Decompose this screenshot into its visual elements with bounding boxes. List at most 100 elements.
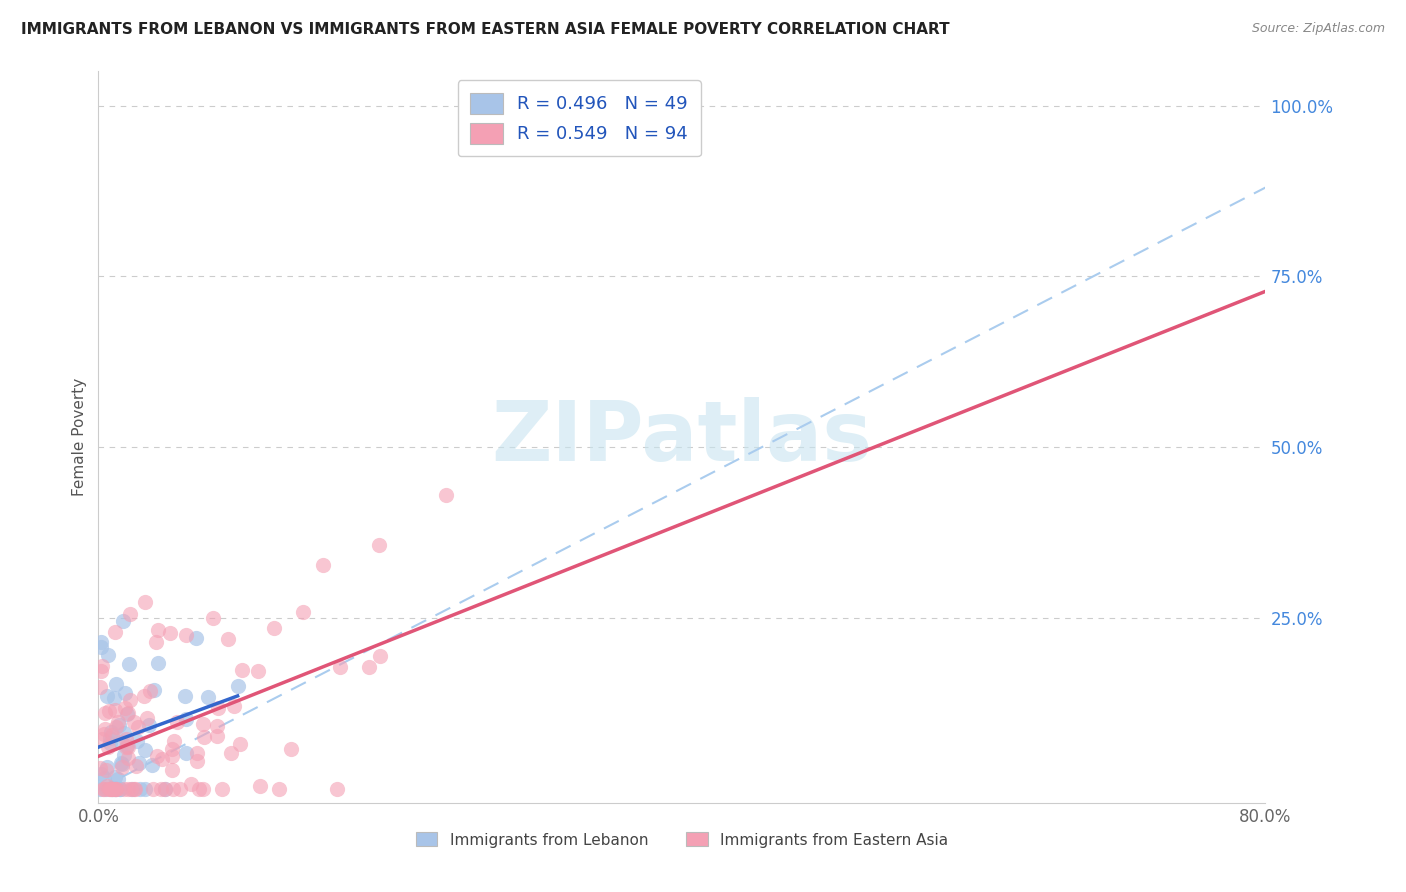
Point [94,782,117,797]
Point [134,743,156,757]
Point [162,782,184,797]
Point [91,782,114,797]
Point [138,684,160,698]
Point [101,782,124,797]
Point [222,698,245,713]
Point [104,770,127,784]
Point [104,720,127,734]
Point [127,734,149,748]
Point [107,714,129,729]
Point [269,782,291,797]
Point [114,701,136,715]
Point [117,706,139,721]
Point [96,760,118,774]
Point [90,664,112,678]
Point [93,722,115,736]
Point [104,782,127,797]
Point [103,782,125,797]
Point [101,782,124,797]
Point [128,756,150,770]
Point [145,635,167,649]
Point [112,614,135,628]
Point [124,782,146,797]
Point [329,660,352,674]
Point [160,763,183,777]
Point [115,739,138,754]
Point [112,726,135,740]
Point [111,756,134,771]
Point [117,740,139,755]
Point [160,741,183,756]
Point [142,782,165,797]
Point [118,607,141,622]
Point [89,782,111,797]
Text: Source: ZipAtlas.com: Source: ZipAtlas.com [1251,22,1385,36]
Point [97,648,120,663]
Point [117,782,139,797]
Point [180,777,202,791]
Point [115,732,138,747]
Point [169,782,191,797]
Point [312,558,335,573]
Point [205,719,228,733]
Point [115,739,138,754]
Point [160,749,183,764]
Point [90,635,112,649]
Point [211,782,233,797]
Point [146,623,169,637]
Point [97,739,120,754]
Point [229,737,252,751]
Point [357,660,380,674]
Point [100,782,122,797]
Point [146,656,169,670]
Point [186,754,208,768]
Point [163,733,186,747]
Point [193,731,215,745]
Point [110,735,132,749]
Point [197,690,219,705]
Point [93,727,115,741]
Point [104,703,127,717]
Text: IMMIGRANTS FROM LEBANON VS IMMIGRANTS FROM EASTERN ASIA FEMALE POVERTY CORRELATI: IMMIGRANTS FROM LEBANON VS IMMIGRANTS FR… [21,22,949,37]
Point [166,715,188,730]
Point [173,689,195,703]
Point [110,782,132,797]
Point [159,626,181,640]
Point [91,658,114,673]
Point [107,772,129,787]
Point [193,716,215,731]
Point [100,725,122,739]
Point [122,715,145,730]
Point [91,731,114,746]
Point [121,782,143,797]
Point [118,693,141,707]
Point [108,718,131,732]
Point [249,779,271,793]
Point [93,706,115,720]
Point [117,706,139,720]
Point [280,742,302,756]
Point [104,782,127,797]
Point [226,679,249,693]
Point [97,704,120,718]
Point [291,605,314,619]
Point [193,782,215,797]
Point [246,664,269,678]
Point [127,720,149,734]
Point [112,782,135,797]
Point [89,680,111,694]
Point [96,779,118,793]
Point [186,746,208,760]
Point [98,735,121,749]
Legend: Immigrants from Lebanon, Immigrants from Eastern Asia: Immigrants from Lebanon, Immigrants from… [409,826,955,854]
Point [368,648,391,663]
Point [110,756,132,770]
Point [111,760,134,774]
Point [174,712,197,726]
Point [326,782,349,797]
Point [174,746,197,760]
Point [205,729,228,743]
Point [103,782,125,797]
Point [98,731,121,745]
Point [105,782,128,797]
